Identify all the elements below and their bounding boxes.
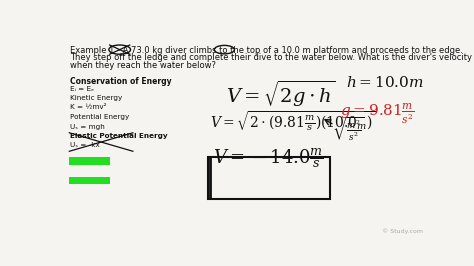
Text: They step off the ledge and complete their dive to the water below. What is the : They step off the ledge and complete the… — [70, 53, 472, 63]
Text: © Study.com: © Study.com — [383, 229, 423, 234]
Text: $g=9.81\frac{m}{s^2}$: $g=9.81\frac{m}{s^2}$ — [340, 102, 415, 126]
FancyBboxPatch shape — [69, 157, 109, 165]
Text: Kinetic Energy: Kinetic Energy — [70, 95, 122, 101]
FancyBboxPatch shape — [208, 157, 330, 199]
Text: Potential Energy: Potential Energy — [70, 114, 129, 120]
Text: Eᵢ = Eₑ: Eᵢ = Eₑ — [70, 86, 94, 92]
Text: $V=\sqrt{2g \cdot h}$: $V=\sqrt{2g \cdot h}$ — [226, 79, 336, 109]
Text: $V=\sqrt{2 \cdot (9.81\frac{m}{s})(10.0_{m})}$: $V=\sqrt{2 \cdot (9.81\frac{m}{s})(10.0_… — [210, 110, 376, 134]
Text: when they reach the water below?: when they reach the water below? — [70, 61, 216, 70]
Text: Elastic Potential Energy: Elastic Potential Energy — [70, 133, 168, 139]
Text: Uₛ = -kx: Uₛ = -kx — [70, 142, 100, 148]
Text: Example 1 - A 73.0 kg diver climbs to the top of a 10.0 m platform and proceeds : Example 1 - A 73.0 kg diver climbs to th… — [70, 46, 463, 55]
Text: $V=-14.0\frac{m}{s}$: $V=-14.0\frac{m}{s}$ — [213, 146, 324, 169]
Text: $\sqrt{\frac{m^{2}}{s^{2}}}$: $\sqrt{\frac{m^{2}}{s^{2}}}$ — [332, 115, 365, 142]
FancyBboxPatch shape — [69, 177, 109, 184]
Text: $h=10.0m$: $h=10.0m$ — [346, 75, 424, 90]
Text: Conservation of Energy: Conservation of Energy — [70, 77, 172, 86]
Text: K = ½mv²: K = ½mv² — [70, 104, 107, 110]
Text: Uₛ = mgh: Uₛ = mgh — [70, 123, 105, 130]
